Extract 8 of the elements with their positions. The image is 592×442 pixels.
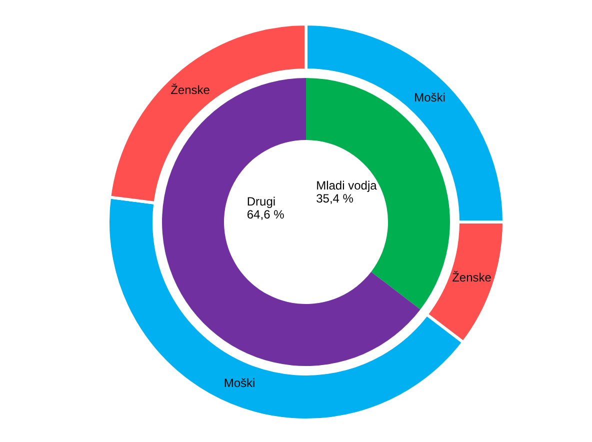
slice-label: Ženske: [170, 83, 210, 98]
slice-label: Drugi: [246, 194, 276, 208]
data-label: 35,4 %: [316, 192, 354, 206]
data-label: 64,6 %: [246, 207, 285, 222]
slice-label: Moški: [224, 376, 256, 390]
slice-label: Mladi vodja: [316, 178, 378, 193]
slice-label: Moški: [414, 90, 446, 105]
slice-label: Ženske: [452, 270, 492, 284]
